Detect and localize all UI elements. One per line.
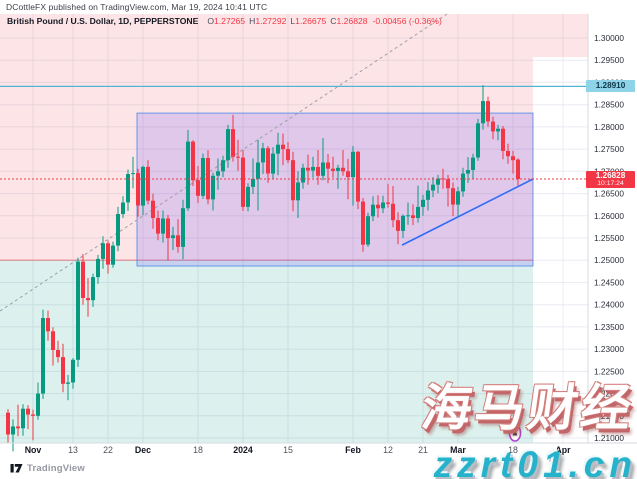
ohlc-high-value: 1.27292 bbox=[255, 16, 287, 26]
svg-text:1.26000: 1.26000 bbox=[594, 211, 624, 221]
tradingview-logo[interactable]: TradingView bbox=[10, 462, 85, 474]
ohlc-open-value: 1.27265 bbox=[214, 16, 246, 26]
resistance-zone-right bbox=[533, 14, 588, 58]
svg-text:1.22500: 1.22500 bbox=[594, 366, 624, 376]
zones bbox=[0, 14, 588, 443]
svg-text:1.25500: 1.25500 bbox=[594, 233, 624, 243]
publish-info: DCottleFX published on TradingView.com, … bbox=[6, 2, 268, 12]
svg-text:1.22000: 1.22000 bbox=[594, 389, 624, 399]
svg-text:12: 12 bbox=[383, 445, 393, 455]
ohlc-high-label: H bbox=[249, 16, 256, 26]
svg-text:1.23000: 1.23000 bbox=[594, 344, 624, 354]
ohlc-close-value: 1.26828 bbox=[336, 16, 368, 26]
svg-text:1.29500: 1.29500 bbox=[594, 55, 624, 65]
svg-text:22: 22 bbox=[103, 445, 113, 455]
svg-text:1.25000: 1.25000 bbox=[594, 255, 624, 265]
last-price-label: 1.26828 10:17:24 bbox=[586, 171, 635, 188]
svg-text:13: 13 bbox=[68, 445, 78, 455]
svg-text:1.27500: 1.27500 bbox=[594, 144, 624, 154]
svg-text:18: 18 bbox=[508, 445, 518, 455]
svg-text:1.30000: 1.30000 bbox=[594, 33, 624, 43]
svg-text:Nov: Nov bbox=[25, 445, 42, 455]
watermark-url-text: zzrt01.cn bbox=[433, 444, 637, 479]
svg-text:Dec: Dec bbox=[135, 445, 151, 455]
svg-text:Mar: Mar bbox=[450, 445, 466, 455]
svg-text:1.21500: 1.21500 bbox=[594, 411, 624, 421]
svg-text:1.28000: 1.28000 bbox=[594, 122, 624, 132]
ohlc-low-value: 1.26675 bbox=[295, 16, 327, 26]
resistance-zone bbox=[0, 14, 533, 261]
svg-text:1.28500: 1.28500 bbox=[594, 100, 624, 110]
watermark-cjk-text: 海马财经 bbox=[418, 380, 637, 436]
svg-text:1.24000: 1.24000 bbox=[594, 300, 624, 310]
ohlc-open-label: O bbox=[207, 16, 215, 26]
svg-text:1.23500: 1.23500 bbox=[594, 322, 624, 332]
ohlc-low-label: L bbox=[290, 16, 296, 26]
chart-marker-icon bbox=[507, 423, 523, 450]
svg-text:1.21000: 1.21000 bbox=[594, 433, 624, 443]
tradingview-logo-text: TradingView bbox=[27, 462, 85, 474]
change-value: -0.00456 (-0.36%) bbox=[372, 16, 442, 26]
alert-line-price-label: 1.28910 bbox=[586, 80, 635, 92]
svg-text:Feb: Feb bbox=[345, 445, 361, 455]
svg-text:1.24500: 1.24500 bbox=[594, 278, 624, 288]
bar-countdown: 10:17:24 bbox=[597, 180, 624, 187]
svg-text:Apr: Apr bbox=[555, 445, 571, 455]
svg-text:15: 15 bbox=[283, 445, 293, 455]
svg-text:2024: 2024 bbox=[233, 445, 253, 455]
last-price-value: 1.26828 bbox=[595, 171, 626, 180]
svg-text:21: 21 bbox=[418, 445, 428, 455]
ohlc-close-label: C bbox=[330, 16, 337, 26]
tradingview-logo-icon bbox=[10, 464, 23, 473]
time-axis[interactable]: Nov 13 22 Dec 18 2024 15 Feb 12 21 Mar 18 Apr bbox=[25, 445, 571, 455]
symbol-title: British Pound / U.S. Dollar, 1D, PEPPERS… bbox=[7, 16, 199, 26]
support-zone bbox=[0, 260, 533, 443]
support-trendline[interactable] bbox=[401, 178, 534, 246]
svg-text:1.26500: 1.26500 bbox=[594, 189, 624, 199]
symbol-legend[interactable]: British Pound / U.S. Dollar, 1D, PEPPERS… bbox=[7, 16, 442, 26]
svg-text:18: 18 bbox=[193, 445, 203, 455]
